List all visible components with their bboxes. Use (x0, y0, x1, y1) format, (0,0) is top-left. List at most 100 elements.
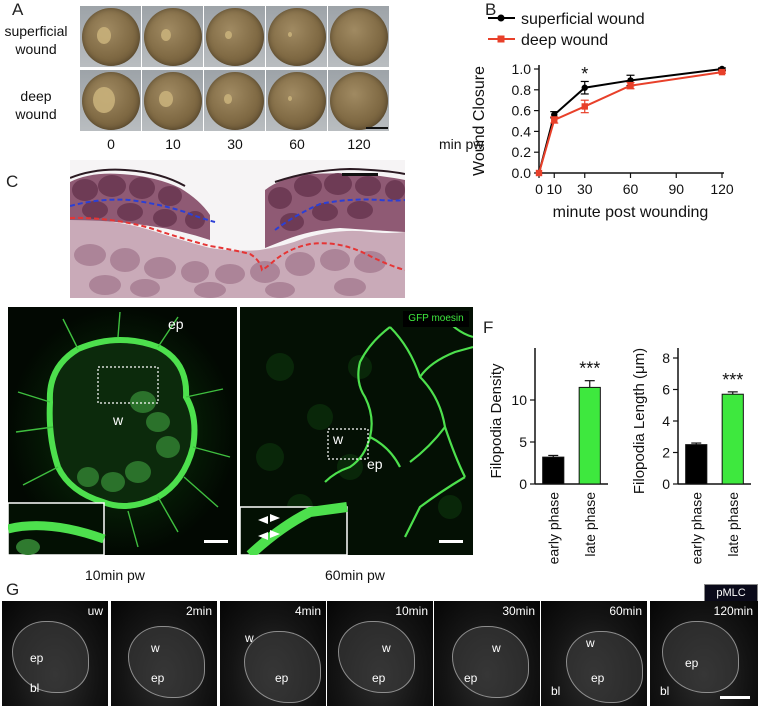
pmlc-tile: 120min ep bl (650, 601, 758, 706)
embryo-image (82, 8, 140, 66)
x-tick-label: 0 (535, 181, 543, 197)
cell-outline (244, 631, 321, 703)
bar (685, 444, 708, 485)
wound-spot (97, 27, 111, 44)
bar (721, 393, 744, 485)
data-point (627, 82, 634, 89)
legend-marker (497, 14, 505, 22)
wound-spot (223, 93, 233, 104)
row-label-superficial-line1: superficial (4, 23, 68, 39)
category-label: early phase (545, 492, 561, 565)
wound-spot (288, 32, 292, 37)
data-point (581, 103, 588, 110)
scale-bar (720, 696, 750, 699)
filopodia-length-bar-chart: 0 2 4 6 8 early phase late phase *** Filopodia L… (631, 348, 751, 564)
panel-label-a: A (12, 0, 24, 19)
wound-spot (224, 30, 232, 39)
time-label: 10 (165, 136, 181, 152)
tile-time-label: 30min (502, 604, 535, 618)
legend-label: deep wound (521, 32, 608, 49)
y-tick-label: 5 (519, 434, 527, 450)
embryo-cell (142, 6, 203, 67)
tile-time-label: 2min (185, 604, 212, 618)
data-point (581, 84, 588, 91)
pmlc-tile: 10min w ep (327, 601, 433, 706)
y-tick-label: 0 (519, 476, 527, 492)
embryo-cell (80, 6, 141, 67)
tile-time-label: 10min (395, 604, 428, 618)
micrograph-10min (8, 307, 237, 555)
pmlc-tile: uw ep bl (2, 601, 108, 706)
pmlc-tile: 2min w ep (111, 601, 217, 706)
tile-region-label: bl (551, 684, 561, 698)
embryo-cell (328, 70, 389, 131)
cell-outline (566, 631, 643, 703)
x-tick-label: 120 (710, 181, 734, 197)
y-tick-label: 1.0 (512, 61, 532, 77)
row-label-deep-line2: wound (15, 106, 57, 122)
row-label-deep: deep wound (2, 87, 70, 123)
y-tick-label: 0 (662, 476, 670, 492)
d-caption: 10min pw (85, 567, 145, 583)
y-tick-label: 6 (662, 382, 670, 398)
time-label: 30 (227, 136, 243, 152)
tile-region-label: ep (275, 671, 289, 685)
e-label-w: w (333, 431, 344, 447)
y-axis-label: Filopodia Length (μm) (631, 348, 648, 494)
scale-bar (366, 127, 388, 129)
embryo-cell (266, 70, 327, 131)
embryo-cell (204, 6, 265, 67)
row-label-deep-line1: deep (20, 88, 52, 104)
embryo-image (268, 72, 326, 130)
tile-region-label: ep (151, 671, 165, 685)
category-label: late phase (582, 492, 598, 557)
time-label: 0 (107, 136, 115, 152)
cell-outline (662, 621, 739, 693)
cell-outline (12, 621, 89, 693)
tile-region-label: w (492, 641, 501, 655)
tile-time-label: 4min (294, 604, 321, 618)
y-tick-label: 0.6 (512, 103, 532, 119)
significance-marker: *** (579, 359, 600, 379)
y-axis-label: Wound Closure (471, 66, 488, 176)
tile-region-label: w (245, 631, 254, 645)
histology-section-image (70, 160, 405, 298)
wound-spot (161, 29, 171, 41)
data-point (535, 169, 543, 177)
panel-label-f: F (483, 318, 494, 337)
tile-region-label: ep (30, 651, 44, 665)
panel-label-c: C (6, 172, 19, 191)
cell-outline (338, 621, 415, 693)
cell-outline (452, 626, 529, 698)
category-label: late phase (725, 492, 741, 557)
significance-marker: * (581, 64, 588, 84)
embryo-image (144, 8, 202, 66)
cell-outline (128, 626, 205, 698)
tile-region-label: w (151, 641, 160, 655)
y-tick-label: 0.0 (512, 165, 532, 181)
x-tick-label: 90 (668, 181, 684, 197)
legend-label: superficial wound (521, 11, 645, 28)
filopodia-density-bar-chart: 0 5 10 early phase late phase *** Filopodia De… (488, 348, 608, 565)
panel-label-b: B (485, 0, 497, 19)
tile-time-label: uw (87, 604, 103, 618)
embryo-image (330, 72, 388, 130)
y-tick-label: 4 (662, 413, 670, 429)
tile-time-label: 60min (609, 604, 642, 618)
embryo-image (82, 72, 140, 130)
embryo-image (330, 8, 388, 66)
x-tick-label: 60 (623, 181, 639, 197)
tile-region-label: ep (591, 671, 605, 685)
significance-marker: *** (722, 370, 743, 390)
embryo-image (144, 72, 202, 130)
y-tick-label: 2 (662, 445, 670, 461)
tile-region-label: ep (685, 656, 699, 670)
data-point (551, 116, 558, 124)
tile-region-label: ep (464, 671, 478, 685)
embryo-image (206, 72, 264, 130)
gfp-legend-box: GFP moesin (403, 311, 469, 327)
pmlc-tile: 4min w ep (220, 601, 326, 706)
d-label-ep: ep (168, 316, 184, 332)
micrograph-60min (240, 307, 473, 555)
tile-region-label: ep (372, 671, 386, 685)
